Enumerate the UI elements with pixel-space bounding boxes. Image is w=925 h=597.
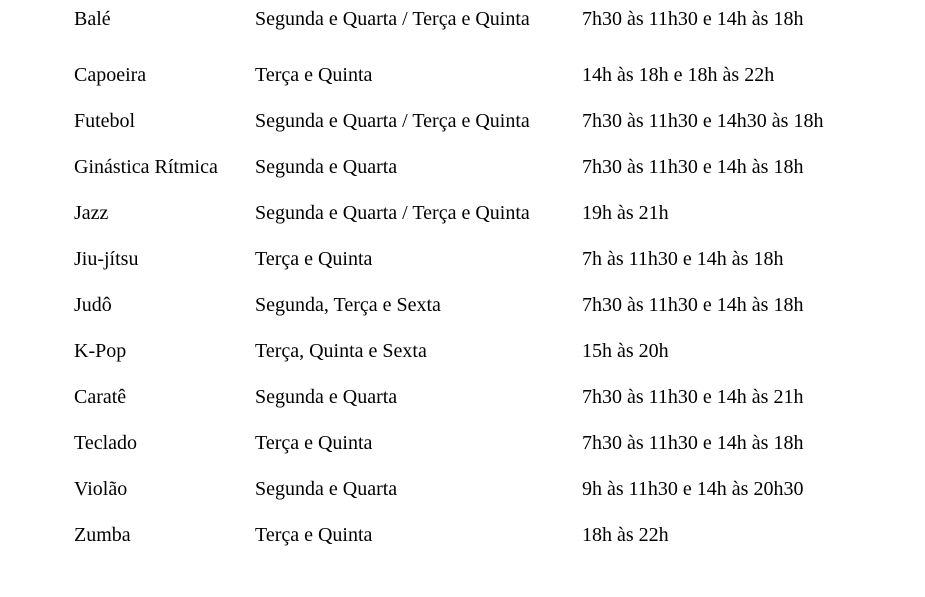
hours-cell: 7h30 às 11h30 e 14h às 18h <box>582 156 804 178</box>
hours-cell: 18h às 22h <box>582 524 669 546</box>
activity-cell: Jiu-jítsu <box>74 248 139 270</box>
activity-cell: Violão <box>74 478 128 500</box>
table-row: Jazz Segunda e Quarta / Terça e Quinta 19h… <box>0 201 925 225</box>
activity-cell: Jazz <box>74 202 109 224</box>
hours-cell: 9h às 11h30 e 14h às 20h30 <box>582 478 804 500</box>
days-cell: Segunda e Quarta / Terça e Quinta <box>255 8 530 30</box>
activity-cell: Teclado <box>74 432 138 454</box>
days-cell: Segunda e Quarta / Terça e Quinta <box>255 202 530 224</box>
table-row: Balé Segunda e Quarta / Terça e Quinta 7h3… <box>0 7 925 31</box>
table-row: Teclado Terça e Quinta 7h30 às 11h30 e 14h… <box>0 431 925 455</box>
activity-cell: Zumba <box>74 524 131 546</box>
table-row: Caratê Segunda e Quarta 7h30 às 11h30 e 14… <box>0 385 925 409</box>
days-cell: Segunda e Quarta <box>255 478 398 500</box>
hours-cell: 19h às 21h <box>582 202 669 224</box>
days-cell: Terça e Quinta <box>255 524 373 546</box>
hours-cell: 15h às 20h <box>582 340 669 362</box>
hours-cell: 7h30 às 11h30 e 14h30 às 18h <box>582 110 824 132</box>
hours-cell: 7h30 às 11h30 e 14h às 18h <box>582 432 804 454</box>
table-row: Capoeira Terça e Quinta 14h às 18h e 18h à… <box>0 63 925 87</box>
hours-cell: 14h às 18h e 18h às 22h <box>582 64 775 86</box>
table-row: Jiu-jítsu Terça e Quinta 7h às 11h30 e 14h… <box>0 247 925 271</box>
activity-cell: Capoeira <box>74 64 147 86</box>
activity-cell: Judô <box>74 294 112 316</box>
activity-cell: Ginástica Rítmica <box>74 156 218 178</box>
days-cell: Terça e Quinta <box>255 64 373 86</box>
table-row: Futebol Segunda e Quarta / Terça e Quinta… <box>0 109 925 133</box>
activity-cell: K-Pop <box>74 340 127 362</box>
days-cell: Terça e Quinta <box>255 432 373 454</box>
table-row: Ginástica Rítmica Segunda e Quarta 7h30 às… <box>0 155 925 179</box>
table-row: Violão Segunda e Quarta 9h às 11h30 e 14h … <box>0 477 925 501</box>
activity-cell: Futebol <box>74 110 136 132</box>
days-cell: Terça e Quinta <box>255 248 373 270</box>
table-row: K-Pop Terça, Quinta e Sexta 15h às 20h <box>0 339 925 363</box>
days-cell: Segunda e Quarta <box>255 386 398 408</box>
hours-cell: 7h30 às 11h30 e 14h às 21h <box>582 386 804 408</box>
hours-cell: 7h30 às 11h30 e 14h às 18h <box>582 8 804 30</box>
days-cell: Terça, Quinta e Sexta <box>255 340 427 362</box>
hours-cell: 7h às 11h30 e 14h às 18h <box>582 248 784 270</box>
activity-cell: Caratê <box>74 386 127 408</box>
activity-cell: Balé <box>74 8 111 30</box>
days-cell: Segunda, Terça e Sexta <box>255 294 441 316</box>
days-cell: Segunda e Quarta / Terça e Quinta <box>255 110 530 132</box>
table-row: Judô Segunda, Terça e Sexta 7h30 às 11h30 … <box>0 293 925 317</box>
hours-cell: 7h30 às 11h30 e 14h às 18h <box>582 294 804 316</box>
days-cell: Segunda e Quarta <box>255 156 398 178</box>
table-row: Zumba Terça e Quinta 18h às 22h <box>0 523 925 547</box>
